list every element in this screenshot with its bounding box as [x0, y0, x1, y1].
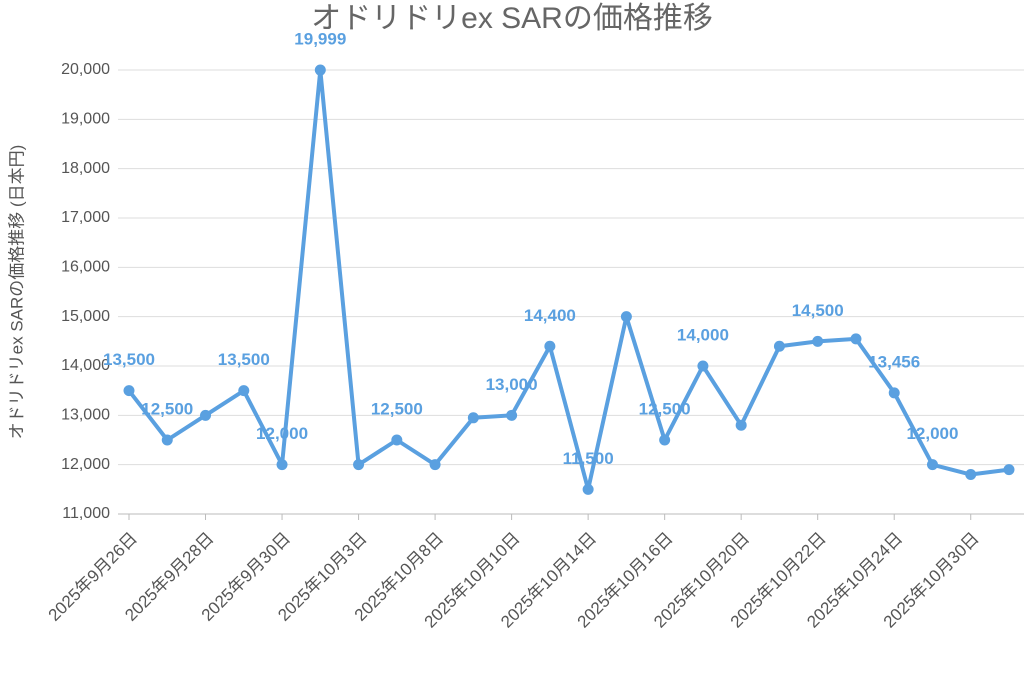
data-label: 12,500	[639, 399, 691, 418]
point	[123, 385, 135, 397]
point	[161, 434, 173, 446]
point	[1003, 464, 1015, 476]
point	[888, 387, 900, 399]
point	[200, 409, 212, 421]
y-tick-label: 16,000	[61, 259, 110, 276]
point	[544, 340, 556, 352]
point	[965, 469, 977, 481]
point	[314, 64, 326, 76]
point	[659, 434, 671, 446]
point	[735, 419, 747, 431]
y-tick-label: 20,000	[61, 61, 110, 78]
point	[582, 483, 594, 495]
y-tick-label: 13,000	[61, 407, 110, 424]
chart-title: オドリドリex SARの価格推移	[311, 2, 713, 35]
data-label: 19,999	[294, 30, 346, 49]
point	[620, 311, 632, 323]
point	[697, 360, 709, 372]
point	[353, 459, 365, 471]
y-tick-label: 11,000	[62, 505, 110, 522]
data-label: 13,000	[486, 375, 538, 394]
point	[391, 434, 403, 446]
data-label: 14,000	[677, 325, 729, 344]
data-label: 11,500	[563, 449, 614, 468]
y-axis-label: オドリドリex SARの価格推移 (日本円)	[7, 145, 26, 440]
y-tick-label: 15,000	[61, 308, 110, 325]
point	[812, 335, 824, 347]
point	[429, 459, 441, 471]
point	[773, 340, 785, 352]
point	[926, 459, 938, 471]
y-tick-label: 12,000	[61, 456, 110, 473]
data-label: 12,500	[141, 399, 193, 418]
y-tick-label: 19,000	[61, 111, 110, 128]
point	[850, 333, 862, 345]
y-tick-label: 18,000	[61, 160, 110, 177]
data-label: 13,500	[218, 350, 270, 369]
point	[238, 385, 250, 397]
data-label: 12,000	[906, 424, 958, 443]
data-label: 14,400	[524, 306, 576, 325]
data-label: 12,500	[371, 399, 423, 418]
data-label: 13,456	[868, 352, 920, 371]
data-label: 14,500	[792, 301, 844, 320]
y-tick-label: 14,000	[61, 357, 110, 374]
point	[506, 409, 518, 421]
point	[467, 412, 479, 424]
point	[276, 459, 288, 471]
line	[127, 68, 1010, 492]
data-label: 12,000	[256, 424, 308, 443]
y-tick-label: 17,000	[61, 209, 110, 226]
data-label: 13,500	[103, 350, 155, 369]
